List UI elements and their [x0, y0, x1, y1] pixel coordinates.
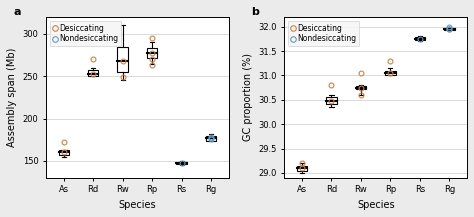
- Text: a: a: [13, 7, 21, 17]
- Bar: [326, 97, 337, 104]
- Bar: [176, 162, 187, 164]
- Bar: [297, 166, 307, 171]
- Legend: Desiccating, Nondesiccating: Desiccating, Nondesiccating: [50, 21, 121, 46]
- Y-axis label: Assembly span (Mb): Assembly span (Mb): [7, 48, 17, 147]
- Bar: [118, 47, 128, 72]
- Bar: [415, 38, 425, 40]
- Bar: [88, 70, 98, 76]
- X-axis label: Species: Species: [357, 200, 394, 210]
- Y-axis label: GC proportion (%): GC proportion (%): [243, 53, 253, 141]
- Bar: [444, 28, 455, 30]
- X-axis label: Species: Species: [118, 200, 156, 210]
- Bar: [385, 71, 396, 76]
- Bar: [206, 136, 216, 141]
- Bar: [59, 150, 69, 155]
- Bar: [356, 86, 366, 89]
- Legend: Desiccating, Nondesiccating: Desiccating, Nondesiccating: [288, 21, 359, 46]
- Bar: [147, 48, 157, 58]
- Text: b: b: [251, 7, 259, 17]
